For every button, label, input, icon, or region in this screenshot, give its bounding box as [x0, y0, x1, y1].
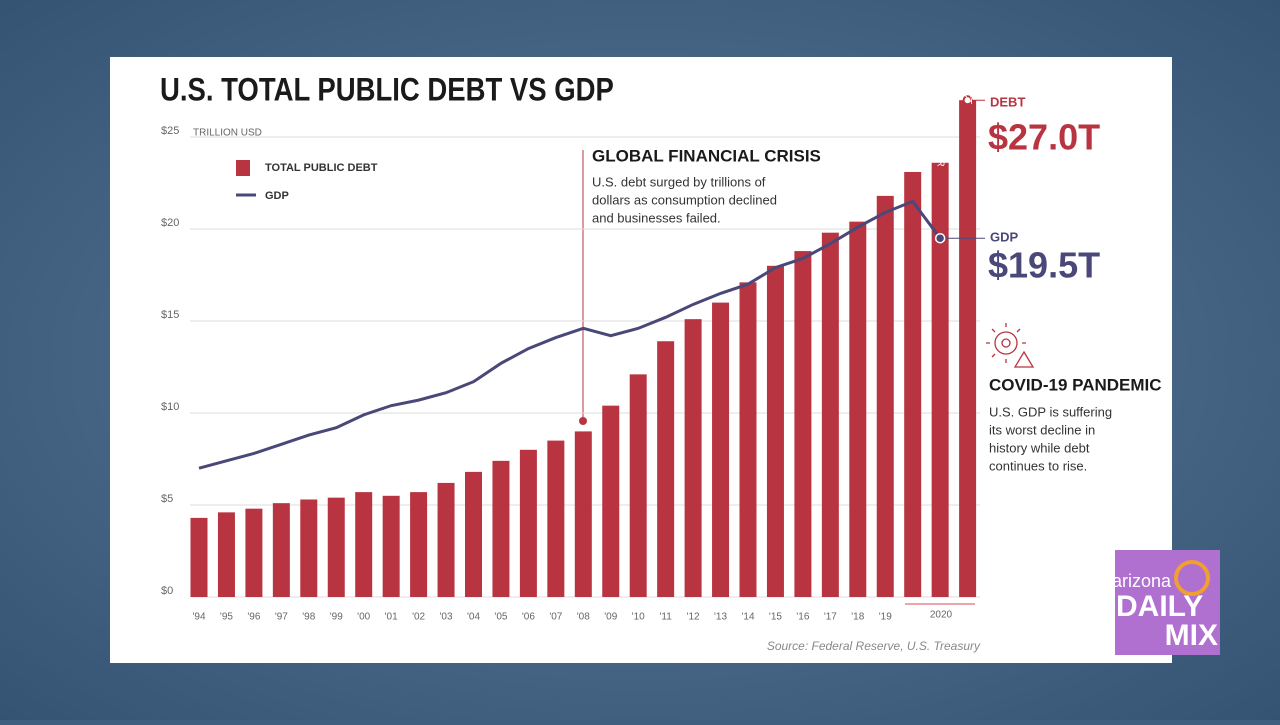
- bar: [657, 341, 675, 597]
- x-tick-label: '01: [385, 612, 398, 623]
- x-tick-label: '95: [220, 612, 233, 623]
- x-tick-label: '17: [824, 612, 837, 623]
- covid-text: continues to rise.: [989, 458, 1087, 473]
- legend-label: TOTAL PUBLIC DEBT: [265, 162, 378, 174]
- x-tick-label: '04: [467, 612, 480, 623]
- x-tick-label: '19: [879, 612, 892, 623]
- x-tick-label: '12: [687, 612, 700, 623]
- source: Source: Federal Reserve, U.S. Treasury: [767, 639, 981, 653]
- bar: [712, 302, 730, 597]
- crisis-text: dollars as consumption declined: [592, 192, 777, 207]
- bar: [519, 449, 537, 597]
- bar: [684, 319, 702, 597]
- bar: [217, 512, 235, 597]
- bar-inner-label: APR: [935, 146, 946, 167]
- bar: [547, 440, 565, 597]
- x-tick-label: '94: [192, 612, 205, 623]
- debt-end-dot: [962, 95, 973, 106]
- bar-inner-label: OCT: [962, 83, 973, 104]
- x-tick-label: '07: [549, 612, 562, 623]
- crisis-text: U.S. debt surged by trillions of: [592, 174, 766, 189]
- bar: [876, 195, 894, 597]
- x-tick-label: '97: [275, 612, 288, 623]
- x-tick-label: '16: [796, 612, 809, 623]
- x-tick-label: '13: [714, 612, 727, 623]
- y-tick-label: $15: [161, 309, 179, 321]
- x-tick-label: '03: [440, 612, 453, 623]
- crisis-dot: [579, 417, 587, 425]
- x-tick-label: '05: [494, 612, 507, 623]
- bar: [931, 162, 949, 597]
- y-tick-label: $0: [161, 585, 173, 597]
- x-tick-label: '99: [330, 612, 343, 623]
- bar: [904, 171, 922, 597]
- bar: [410, 492, 428, 597]
- chart-title: U.S. TOTAL PUBLIC DEBT VS GDP: [160, 73, 614, 108]
- bar: [190, 517, 208, 597]
- bar: [245, 508, 263, 597]
- bar: [821, 232, 839, 597]
- bar: [602, 405, 620, 597]
- x-tick-label: '96: [247, 612, 260, 623]
- crisis-text: and businesses failed.: [592, 210, 721, 225]
- logo-swirl: [1174, 560, 1210, 596]
- bar: [465, 471, 482, 597]
- gdp-end-value: $19.5T: [988, 245, 1100, 286]
- group-label: 2020: [930, 610, 953, 621]
- y-unit: TRILLION USD: [193, 128, 262, 139]
- logo-text: arizona: [1112, 571, 1172, 591]
- x-tick-label: '09: [604, 612, 617, 623]
- bar: [327, 497, 345, 597]
- bar: [959, 100, 977, 597]
- x-tick-label: '14: [741, 612, 754, 623]
- logo-text: MIX: [1165, 619, 1218, 652]
- bar: [766, 265, 784, 597]
- gdp-end-label: GDP: [990, 229, 1019, 244]
- x-tick-label: '08: [577, 612, 590, 623]
- bar: [629, 374, 647, 597]
- x-tick-label: '15: [769, 612, 782, 623]
- y-tick-label: $5: [161, 493, 173, 505]
- covid-text: U.S. GDP is suffering: [989, 404, 1112, 419]
- covid-text: its worst decline in: [989, 422, 1095, 437]
- crisis-title: GLOBAL FINANCIAL CRISIS: [592, 146, 821, 165]
- bar: [794, 251, 812, 597]
- gdp-end-dot: [934, 232, 946, 244]
- y-tick-label: $10: [161, 401, 179, 413]
- bar: [739, 282, 757, 597]
- legend-swatch: [236, 160, 250, 176]
- x-tick-label: '98: [302, 612, 315, 623]
- bar: [272, 503, 290, 597]
- debt-end-value: $27.0T: [988, 117, 1100, 158]
- bar: [492, 460, 510, 597]
- bar: [300, 499, 318, 597]
- bar: [574, 431, 592, 597]
- x-tick-label: '06: [522, 612, 535, 623]
- covid-text: history while debt: [989, 440, 1090, 455]
- covid-title: COVID-19 PANDEMIC: [989, 375, 1162, 394]
- debt-end-label: DEBT: [990, 94, 1025, 109]
- x-tick-label: '02: [412, 612, 425, 623]
- bar: [382, 495, 400, 597]
- bar: [437, 482, 455, 597]
- x-tick-label: '11: [660, 612, 673, 623]
- x-tick-label: '18: [851, 612, 864, 623]
- y-tick-label: $20: [161, 217, 179, 229]
- legend-label: GDP: [265, 190, 289, 202]
- y-tick-label: $25: [161, 125, 179, 137]
- x-tick-label: '10: [632, 612, 645, 623]
- logo-text: DAILY: [1116, 590, 1203, 623]
- gdp-line: [198, 199, 942, 470]
- bar: [355, 492, 373, 597]
- x-tick-label: '00: [357, 612, 370, 623]
- bar: [849, 221, 867, 597]
- virus-icon: [986, 323, 1035, 368]
